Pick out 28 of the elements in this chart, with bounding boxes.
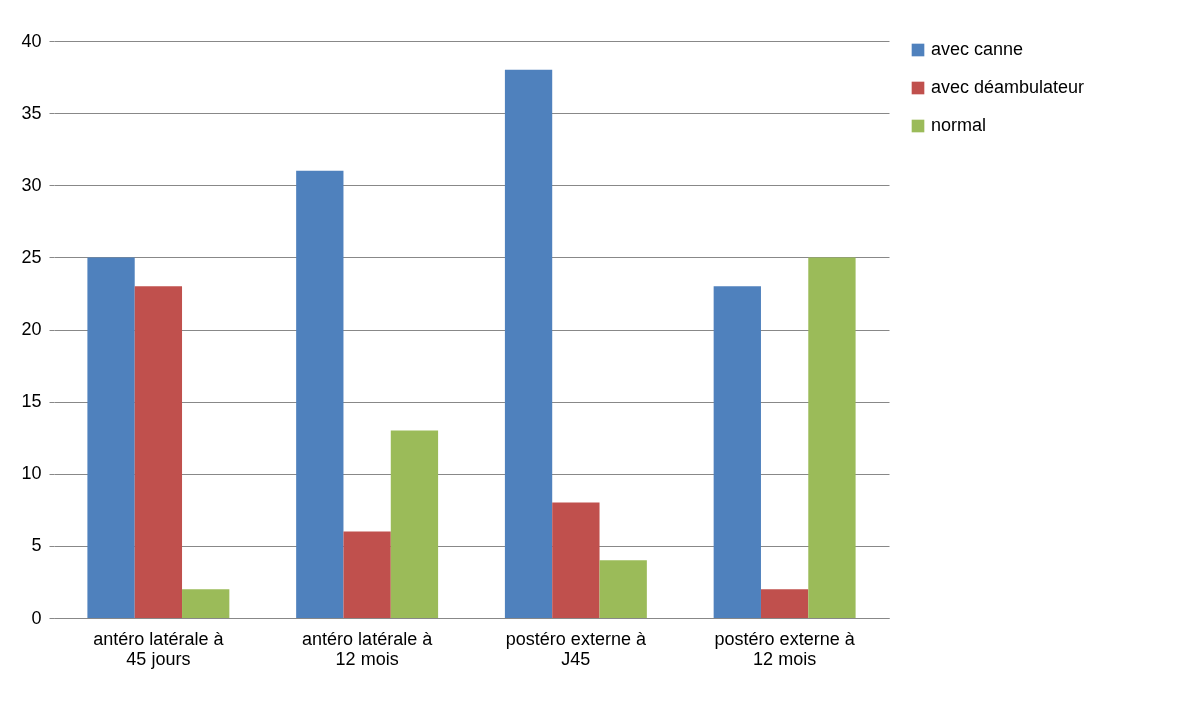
bar: [552, 502, 600, 618]
y-tick-label: 10: [21, 463, 42, 484]
bar: [504, 69, 553, 618]
bar: [599, 560, 647, 618]
bar: [808, 257, 856, 618]
y-tick-label: 30: [21, 174, 42, 195]
y-tick-label: 15: [21, 391, 42, 412]
x-tick-label: postéro externe à J45: [505, 628, 647, 669]
bar: [760, 589, 809, 618]
x-tick-label: postéro externe à 12 mois: [714, 628, 856, 669]
bar: [182, 589, 230, 618]
x-tick-label: antéro latérale à 45 jours: [93, 628, 225, 669]
bar: [390, 430, 439, 618]
x-tick-label: antéro latérale à 12 mois: [302, 628, 434, 669]
bar: [87, 257, 135, 618]
legend-label: normal: [931, 115, 987, 135]
y-tick-label: 0: [31, 607, 42, 628]
y-tick-label: 35: [21, 102, 42, 123]
y-tick-label: 5: [31, 535, 42, 556]
y-tick-label: 20: [21, 319, 42, 339]
legend-label: avec déambulateur: [931, 77, 1085, 97]
bar: [713, 286, 761, 618]
legend-label: avec canne: [931, 39, 1024, 59]
bar: [296, 170, 344, 618]
bar: [134, 286, 183, 618]
y-tick-label: 40: [21, 30, 42, 51]
y-tick-label: 25: [21, 246, 42, 267]
bar: [343, 531, 391, 618]
